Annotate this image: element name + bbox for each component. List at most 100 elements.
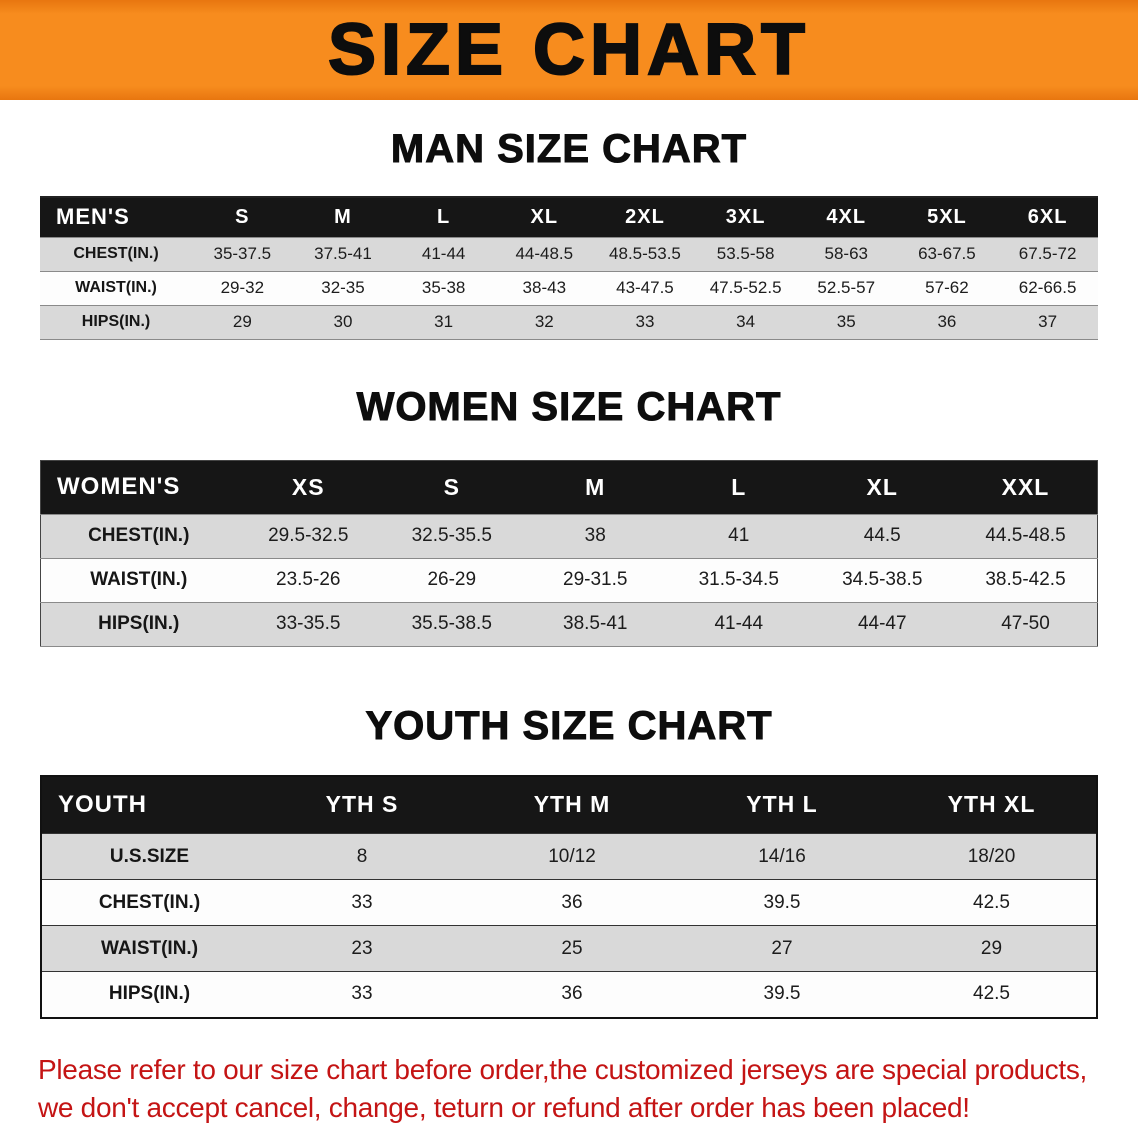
column-header: M — [292, 197, 394, 237]
size-value: 25 — [561, 937, 583, 959]
youth-section: YOUTH SIZE CHART YOUTH YTH S YTH M YTH L YTH… — [0, 703, 1138, 1019]
row-label: HIPS(IN.) — [81, 313, 151, 330]
column-header: XL — [493, 197, 595, 237]
size-value: 62-66.5 — [1018, 278, 1077, 297]
size-value: 36 — [561, 891, 583, 913]
size-value: 41-44 — [714, 613, 764, 634]
size-value: 33 — [351, 983, 373, 1005]
table-row: WAIST(IN.) 23.5-26 26-29 29-31.5 31.5-34.5 34… — [40, 558, 1098, 602]
row-label: CHEST(IN.) — [88, 525, 190, 546]
column-header: XL — [810, 460, 954, 514]
size-value: 58-63 — [824, 244, 868, 263]
row-label: U.S.SIZE — [109, 845, 190, 867]
column-header: 3XL — [695, 197, 796, 237]
table-row: HIPS(IN.) 33 36 39.5 42.5 — [41, 971, 1097, 1018]
size-value: 27 — [771, 937, 793, 959]
size-value: 31 — [434, 312, 454, 331]
size-value: 36 — [937, 312, 957, 331]
column-header: YTH XL — [887, 775, 1097, 834]
column-header: M — [523, 460, 667, 514]
size-value: 38.5-41 — [563, 613, 628, 634]
size-value: 33-35.5 — [276, 613, 341, 634]
column-header: YTH S — [257, 775, 467, 834]
men-section: MAN SIZE CHART MEN'S S M L XL 2XL 3XL 4XL 5XL 6XL… — [0, 126, 1138, 340]
size-value: 31.5-34.5 — [698, 569, 779, 590]
size-value: 38.5-42.5 — [985, 569, 1066, 590]
row-label: CHEST(IN.) — [98, 891, 201, 913]
row-label: WAIST(IN.) — [100, 937, 199, 959]
women-section: WOMEN SIZE CHART WOMEN'S XS S M L XL XXL CHEST(… — [0, 384, 1138, 647]
column-header: L — [667, 460, 811, 514]
size-value: 33 — [351, 891, 373, 913]
size-value: 38-43 — [522, 278, 567, 297]
size-value: 10/12 — [548, 845, 596, 867]
table-row: CHEST(IN.) 33 36 39.5 42.5 — [41, 879, 1097, 926]
table-row: WAIST(IN.) 23 25 27 29 — [41, 925, 1097, 972]
table-header-row: YOUTH YTH S YTH M YTH L YTH XL — [41, 775, 1097, 834]
size-value: 44-47 — [857, 613, 907, 634]
size-value: 42.5 — [973, 891, 1010, 913]
column-header: 2XL — [594, 197, 696, 237]
footer-notice: Please refer to our size chart before or… — [38, 1051, 1100, 1127]
row-label: HIPS(IN.) — [108, 983, 191, 1005]
notice-line-1: Please refer to our size chart before or… — [38, 1053, 1088, 1085]
men-section-heading: MAN SIZE CHART — [390, 127, 748, 172]
size-value: 42.5 — [973, 983, 1010, 1005]
size-value: 35 — [836, 312, 856, 331]
column-header: YTH L — [677, 775, 887, 834]
size-value: 47-50 — [1001, 613, 1050, 634]
size-value: 29-32 — [220, 278, 265, 297]
size-value: 14/16 — [758, 845, 806, 867]
table-row: U.S.SIZE 8 10/12 14/16 18/20 — [41, 833, 1097, 880]
youth-size-table: YOUTH YTH S YTH M YTH L YTH XL U.S.SIZE 8 10/12… — [40, 774, 1098, 1019]
size-value: 34 — [736, 312, 756, 331]
size-value: 53.5-58 — [716, 244, 775, 263]
column-header: 5XL — [896, 197, 998, 237]
page-title: SIZE CHART — [327, 10, 810, 90]
row-label: WAIST(IN.) — [90, 569, 188, 590]
women-section-heading: WOMEN SIZE CHART — [356, 384, 782, 429]
notice-line-2: we don't accept cancel, change, teturn o… — [38, 1091, 970, 1123]
size-value: 52.5-57 — [817, 278, 876, 297]
column-header: XS — [236, 460, 380, 514]
size-value: 29 — [232, 312, 252, 331]
size-value: 48.5-53.5 — [609, 244, 681, 263]
size-value: 35-37.5 — [213, 244, 272, 263]
row-label: WAIST(IN.) — [75, 279, 157, 296]
size-value: 63-67.5 — [918, 244, 976, 263]
size-value: 23 — [351, 937, 373, 959]
men-size-table: MEN'S S M L XL 2XL 3XL 4XL 5XL 6XL CHEST(IN.) 35-37… — [40, 196, 1098, 340]
table-header-row: WOMEN'S XS S M L XL XXL — [40, 460, 1098, 514]
youth-section-heading: YOUTH SIZE CHART — [365, 703, 773, 748]
size-value: 30 — [333, 312, 353, 331]
table-row: HIPS(IN.) 29 30 31 32 33 34 35 36 37 — [40, 305, 1098, 339]
size-value: 67.5-72 — [1018, 244, 1077, 263]
size-value: 32 — [534, 312, 554, 331]
women-size-table: WOMEN'S XS S M L XL XXL CHEST(IN.) 29.5-32.5 32.5… — [40, 459, 1098, 647]
table-row: WAIST(IN.) 29-32 32-35 35-38 38-43 43-47.5 47.… — [40, 271, 1098, 305]
row-label: CHEST(IN.) — [73, 245, 159, 262]
banner: SIZE CHART — [0, 0, 1138, 100]
size-value: 36 — [561, 983, 583, 1005]
size-value: 23.5-26 — [276, 569, 341, 590]
column-header: S — [192, 197, 293, 237]
size-value: 41-44 — [421, 244, 466, 263]
size-value: 29 — [980, 937, 1003, 959]
size-value: 18/20 — [967, 845, 1016, 867]
table-header-row: MEN'S S M L XL 2XL 3XL 4XL 5XL 6XL — [40, 197, 1098, 237]
table-title-cell: MEN'S — [40, 197, 192, 237]
size-value: 32-35 — [321, 278, 365, 297]
size-value: 44.5 — [863, 525, 901, 546]
size-value: 43-47.5 — [616, 278, 674, 297]
size-value: 29-31.5 — [563, 569, 628, 590]
size-value: 33 — [635, 312, 655, 331]
table-title-cell: YOUTH — [41, 775, 257, 834]
size-value: 32.5-35.5 — [411, 525, 492, 546]
column-header: XXL — [954, 460, 1098, 514]
size-value: 26-29 — [427, 569, 477, 590]
size-value: 41 — [728, 525, 750, 546]
size-value: 37.5-41 — [314, 244, 372, 263]
size-value: 35-38 — [421, 278, 466, 297]
row-label: HIPS(IN.) — [98, 613, 180, 634]
